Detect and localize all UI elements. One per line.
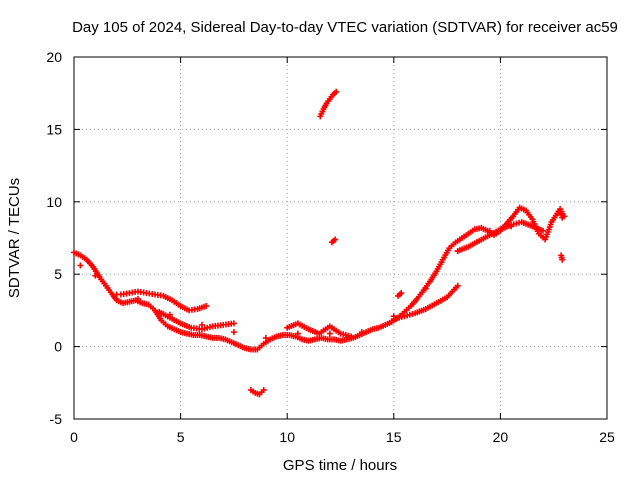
data-point-band <box>166 311 173 318</box>
data-point-band <box>92 272 99 279</box>
data-point-band <box>198 321 205 328</box>
data-point-band <box>294 330 301 337</box>
data-point <box>558 211 565 218</box>
data-point <box>260 387 267 394</box>
data-point <box>398 290 405 297</box>
data-point <box>348 333 355 340</box>
chart-title: Day 105 of 2024, Sidereal Day-to-day VTE… <box>72 19 618 36</box>
data-point-band <box>508 223 515 230</box>
data-point-band <box>529 221 536 228</box>
y-tick-label: 15 <box>46 121 62 137</box>
axis-ticks: 0 5 10 15 20 25 -5 0 5 10 15 20 <box>46 49 615 445</box>
y-axis-label: SDTVAR / TECUs <box>6 178 23 298</box>
data-point-band <box>390 313 397 320</box>
data-point <box>333 88 340 95</box>
plot-frame <box>73 56 608 420</box>
y-tick-label: 5 <box>54 266 62 282</box>
x-tick-label: 10 <box>279 429 295 445</box>
data-point <box>230 320 237 327</box>
data-point-band <box>422 285 429 292</box>
y-tick-label: 10 <box>46 194 62 210</box>
data-point-band <box>134 295 141 302</box>
data-point <box>559 214 566 221</box>
x-axis-label: GPS time / hours <box>283 457 397 474</box>
data-point <box>454 282 461 289</box>
data-point-band <box>486 227 493 234</box>
x-tick-label: 25 <box>599 429 615 445</box>
data-point-band <box>113 291 120 298</box>
data-point <box>557 208 564 215</box>
data-marks <box>71 88 568 398</box>
data-point-band <box>262 334 269 341</box>
x-tick-label: 20 <box>493 429 509 445</box>
y-tick-label: 20 <box>46 49 62 65</box>
data-point-band <box>77 262 84 269</box>
x-tick-label: 0 <box>70 429 78 445</box>
data-point-band <box>326 330 333 337</box>
data-point-band <box>230 329 237 336</box>
y-tick-label: -5 <box>50 411 63 427</box>
data-point-band <box>454 248 461 255</box>
x-tick-label: 5 <box>177 429 185 445</box>
y-tick-label: 0 <box>54 339 62 355</box>
data-point-band <box>358 329 365 336</box>
data-point <box>203 303 210 310</box>
data-point <box>540 227 547 234</box>
data-point <box>332 236 339 243</box>
data-point <box>559 256 566 263</box>
x-tick-label: 15 <box>386 429 402 445</box>
grid <box>74 57 607 419</box>
